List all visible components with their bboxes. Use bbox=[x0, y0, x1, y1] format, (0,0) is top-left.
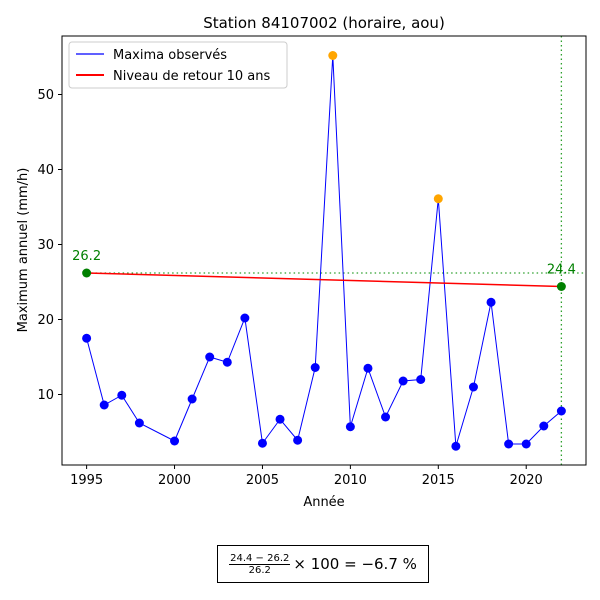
observed-maximum-point bbox=[345, 422, 355, 432]
y-tick-label: 50 bbox=[37, 88, 54, 103]
observed-maximum-point bbox=[240, 313, 250, 323]
chart-title: Station 84107002 (horaire, aou) bbox=[203, 14, 445, 32]
return-level-endpoint bbox=[556, 282, 566, 291]
formula-result: × 100 = −6.7 % bbox=[293, 555, 417, 573]
x-tick-label: 2010 bbox=[334, 473, 367, 488]
observed-maximum-point bbox=[82, 333, 92, 343]
observed-maximum-point bbox=[187, 394, 197, 404]
y-tick-label: 40 bbox=[37, 163, 54, 178]
formula-box: 24.4 − 26.2 26.2 × 100 = −6.7 % bbox=[217, 545, 429, 583]
observed-maximum-point bbox=[468, 382, 478, 392]
observed-maximum-point bbox=[134, 418, 144, 428]
observed-maximum-point bbox=[363, 363, 373, 373]
observed-maximum-point bbox=[257, 438, 267, 448]
observed-maximum-point bbox=[381, 412, 391, 422]
observed-maximum-point bbox=[170, 436, 180, 446]
observed-maximum-point bbox=[117, 390, 127, 400]
observed-maximum-point bbox=[504, 439, 514, 449]
y-tick-label: 30 bbox=[37, 238, 54, 253]
observed-maximum-point bbox=[293, 435, 303, 445]
legend: Maxima observés Niveau de retour 10 ans bbox=[68, 41, 288, 89]
legend-box bbox=[68, 41, 288, 89]
return-level-line bbox=[86, 272, 562, 288]
observed-maximum-point bbox=[486, 297, 496, 307]
y-tick-label: 20 bbox=[37, 313, 54, 328]
highlighted-maximum-point bbox=[433, 194, 443, 204]
annotation-start-value: 26.2 bbox=[72, 249, 101, 264]
observed-maximum-point bbox=[521, 439, 531, 449]
x-tick-label: 2015 bbox=[422, 473, 455, 488]
observed-maximum-point bbox=[99, 400, 109, 410]
observed-maximum-point bbox=[275, 414, 285, 424]
legend-label-observed: Maxima observés bbox=[113, 48, 227, 63]
observed-maximum-point bbox=[416, 375, 426, 384]
y-tick-label: 10 bbox=[37, 388, 54, 403]
observed-maximum-point bbox=[398, 376, 408, 386]
x-axis-label: Année bbox=[303, 495, 344, 510]
observed-maximum-point bbox=[205, 352, 215, 362]
y-axis-label: Maximum annuel (mm/h) bbox=[16, 168, 31, 333]
legend-label-return-level: Niveau de retour 10 ans bbox=[113, 69, 270, 84]
observed-maximum-point bbox=[539, 421, 549, 431]
observed-maximum-point bbox=[556, 406, 566, 416]
highlighted-maximum-point bbox=[328, 51, 338, 60]
observed-maximum-point bbox=[310, 363, 320, 372]
x-tick-label: 1995 bbox=[70, 473, 103, 488]
return-level-endpoint bbox=[82, 268, 92, 278]
formula-denominator: 26.2 bbox=[248, 564, 271, 576]
x-tick-label: 2005 bbox=[246, 473, 279, 488]
plot-frame bbox=[61, 35, 587, 466]
formula-fraction: 24.4 − 26.2 26.2 bbox=[229, 552, 291, 576]
observed-maximum-point bbox=[451, 441, 461, 451]
x-tick-label: 2000 bbox=[158, 473, 191, 488]
formula-numerator: 24.4 − 26.2 bbox=[229, 552, 291, 565]
observed-maximum-point bbox=[222, 357, 232, 367]
annotation-end-value: 24.4 bbox=[547, 263, 576, 278]
x-tick-label: 2020 bbox=[510, 473, 543, 488]
